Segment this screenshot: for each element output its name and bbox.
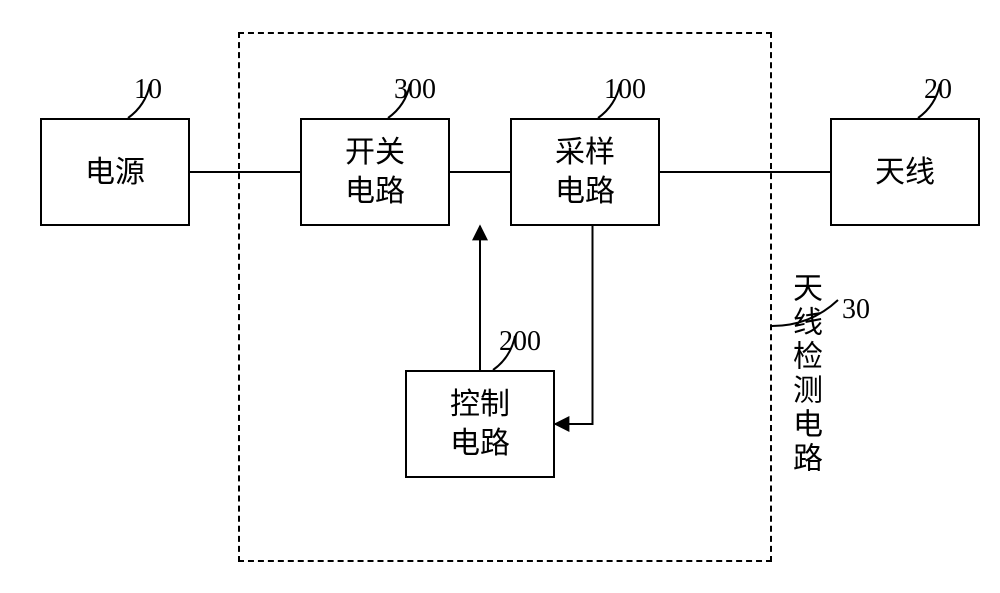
block-control: 控制 电路 — [405, 370, 555, 478]
label-l100: 100 — [604, 74, 646, 106]
vlabel-antenna-detect-circuit: 天线检测电路 — [782, 272, 826, 476]
label-l10: 10 — [134, 74, 162, 106]
block-power: 电源 — [40, 118, 190, 226]
label-l30: 30 — [842, 294, 870, 326]
block-sample: 采样 电路 — [510, 118, 660, 226]
label-l300: 300 — [394, 74, 436, 106]
label-l20: 20 — [924, 74, 952, 106]
label-l200: 200 — [499, 326, 541, 358]
dashed-container — [238, 32, 772, 562]
block-switch: 开关 电路 — [300, 118, 450, 226]
diagram-canvas: 电源 开关 电路采样 电路控制 电路 天线 10 300 100 20 200 30 天线检测电路 — [0, 0, 1000, 593]
block-antenna: 天线 — [830, 118, 980, 226]
